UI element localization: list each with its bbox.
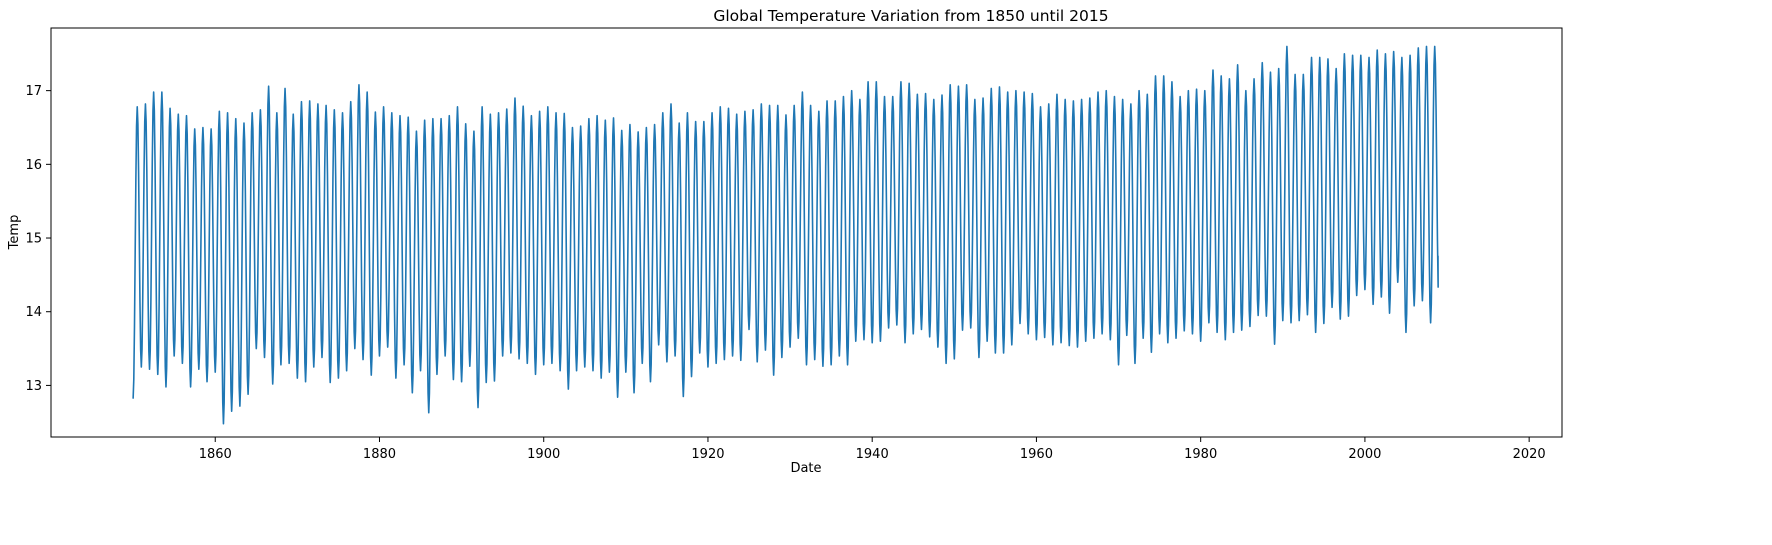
x-tick-label: 1940: [856, 447, 889, 462]
plot-area: [132, 45, 1439, 425]
x-axis-label: Date: [790, 461, 821, 476]
x-tick-label: 1880: [363, 447, 396, 462]
x-tick-label: 2000: [1348, 447, 1381, 462]
y-tick-label: 14: [25, 305, 42, 320]
x-tick-label: 1960: [1020, 447, 1053, 462]
x-tick-label: 2020: [1513, 447, 1546, 462]
plot-frame: [50, 27, 1563, 438]
y-tick-label: 13: [25, 379, 42, 394]
x-tick-label: 1900: [527, 447, 560, 462]
y-tick-label: 15: [25, 232, 42, 247]
y-tick-label: 17: [25, 84, 42, 99]
chart-title: Global Temperature Variation from 1850 u…: [713, 7, 1108, 25]
x-tick-label: 1920: [691, 447, 724, 462]
x-tick-label: 1860: [199, 447, 232, 462]
temperature-series-line: [132, 45, 1439, 425]
y-axis: 13 14 15 16 17: [25, 84, 51, 394]
y-axis-label: Temp: [7, 215, 22, 251]
x-tick-label: 1980: [1184, 447, 1217, 462]
y-tick-label: 16: [25, 158, 42, 173]
x-axis: 1860 1880 1900 1920 1940 1960 1980 2000 2020: [199, 437, 1546, 462]
